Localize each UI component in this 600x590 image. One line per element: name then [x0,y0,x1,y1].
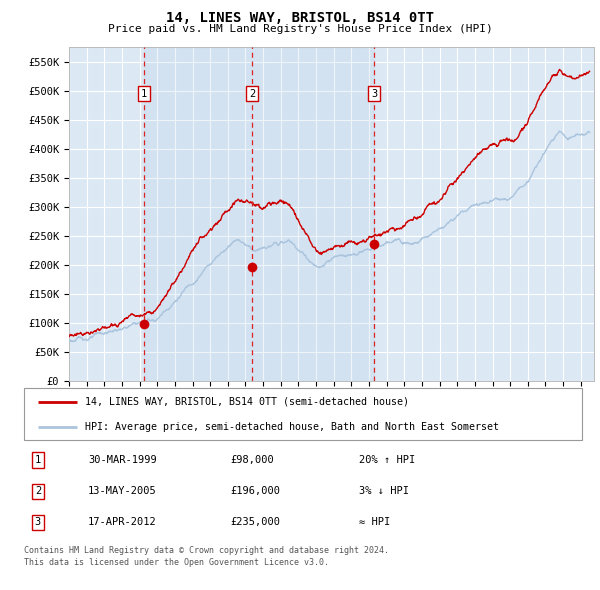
Bar [144,47,374,381]
Text: £196,000: £196,000 [230,486,280,496]
Text: 20% ↑ HPI: 20% ↑ HPI [359,455,415,465]
Text: 13-MAY-2005: 13-MAY-2005 [88,486,157,496]
Text: 3: 3 [35,517,41,527]
Text: 2: 2 [35,486,41,496]
Text: 14, LINES WAY, BRISTOL, BS14 0TT: 14, LINES WAY, BRISTOL, BS14 0TT [166,11,434,25]
Text: 2: 2 [249,89,255,99]
Text: HPI: Average price, semi-detached house, Bath and North East Somerset: HPI: Average price, semi-detached house,… [85,422,499,431]
Text: Contains HM Land Registry data © Crown copyright and database right 2024.: Contains HM Land Registry data © Crown c… [24,546,389,555]
Text: £235,000: £235,000 [230,517,280,527]
Text: £98,000: £98,000 [230,455,274,465]
Text: 3: 3 [371,89,377,99]
Text: ≈ HPI: ≈ HPI [359,517,390,527]
FancyBboxPatch shape [24,388,582,440]
Text: This data is licensed under the Open Government Licence v3.0.: This data is licensed under the Open Gov… [24,558,329,566]
Text: Price paid vs. HM Land Registry's House Price Index (HPI): Price paid vs. HM Land Registry's House … [107,24,493,34]
Text: 17-APR-2012: 17-APR-2012 [88,517,157,527]
Text: 30-MAR-1999: 30-MAR-1999 [88,455,157,465]
Text: 1: 1 [35,455,41,465]
Text: 14, LINES WAY, BRISTOL, BS14 0TT (semi-detached house): 14, LINES WAY, BRISTOL, BS14 0TT (semi-d… [85,396,409,407]
Text: 3% ↓ HPI: 3% ↓ HPI [359,486,409,496]
Text: 1: 1 [140,89,147,99]
